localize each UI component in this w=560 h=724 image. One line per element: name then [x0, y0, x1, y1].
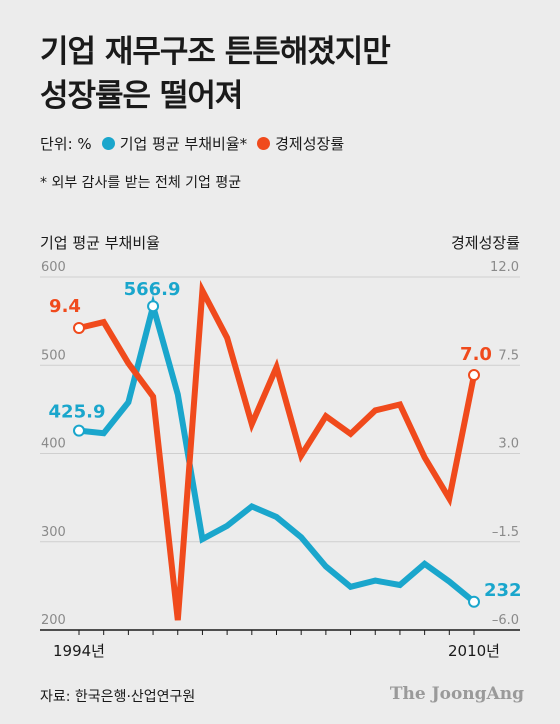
left-axis-title: 기업 평균 부채비율 [40, 234, 160, 252]
unit-label: 단위: % [40, 135, 92, 153]
debt-ratio-marker [73, 424, 85, 437]
chart-title: 기업 재무구조 튼튼해졌지만 성장률은 떨어져 [40, 30, 391, 118]
right-tick-label: –6.0 [492, 613, 519, 628]
growth-rate-marker [468, 369, 480, 382]
chart-title-line-2: 성장률은 떨어져 [40, 78, 243, 114]
growth-rate-line [78, 280, 477, 621]
chart-title-line-1: 기업 재무구조 튼튼해졌지만 [40, 34, 391, 70]
right-tick-label: 12.0 [490, 260, 519, 275]
x-tick-label-start: 1994년 [53, 642, 105, 660]
debt-ratio-data-label: 425.9 [49, 402, 106, 423]
left-tick-label: 500 [41, 348, 66, 363]
legend: 단위: % 기업 평균 부채비율 * 경제성장률 [40, 133, 344, 154]
legend-debt-dot-icon [101, 137, 115, 150]
legend-debt-asterisk: * [239, 134, 248, 153]
debt-ratio-data-label: 566.9 [124, 279, 181, 300]
source-text: 자료: 한국은행·산업연구원 [40, 689, 196, 705]
debt-ratio-data-label: 232 [484, 580, 522, 601]
right-tick-label: –1.5 [492, 525, 519, 540]
left-tick-label: 300 [41, 525, 66, 540]
left-tick-label: 200 [41, 613, 66, 628]
legend-debt-label: 기업 평균 부채비율 [119, 135, 240, 153]
footnote: * 외부 감사를 받는 전체 기업 평균 [40, 175, 242, 191]
legend-growth-label: 경제성장률 [275, 135, 345, 153]
right-tick-label: 7.5 [498, 348, 519, 363]
debt-ratio-line [78, 294, 476, 605]
right-tick-label: 3.0 [498, 437, 519, 452]
x-tick-label-end: 2010년 [448, 642, 500, 660]
legend-growth-dot-icon [257, 137, 271, 150]
debt-ratio-marker [468, 595, 480, 608]
growth-rate-data-label: 7.0 [460, 344, 492, 365]
growth-rate-marker [73, 321, 85, 334]
growth-rate-data-label: 9.4 [49, 296, 81, 317]
right-axis-title: 경제성장률 [450, 234, 520, 252]
left-tick-label: 600 [41, 260, 66, 275]
left-tick-label: 400 [41, 437, 66, 452]
brand-logo: The JoongAng [389, 684, 524, 704]
debt-ratio-marker [147, 300, 160, 313]
